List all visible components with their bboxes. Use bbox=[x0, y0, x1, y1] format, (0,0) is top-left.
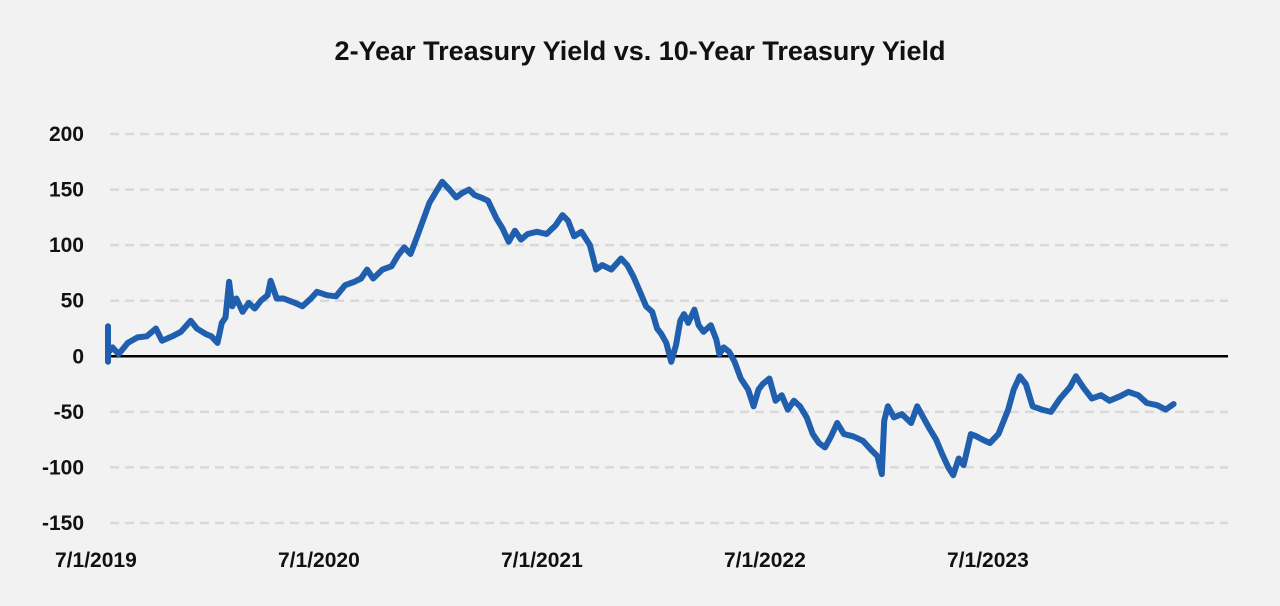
y-axis-tick-labels: 200 150 100 50 0 -50 -100 -150 bbox=[42, 123, 84, 535]
x-tick-label: 7/1/2021 bbox=[501, 549, 583, 572]
y-tick-label: -50 bbox=[54, 401, 84, 424]
y-tick-label: -100 bbox=[42, 456, 84, 479]
x-tick-label: 7/1/2019 bbox=[55, 549, 137, 572]
y-tick-label: -150 bbox=[42, 512, 84, 535]
x-axis-tick-labels: 7/1/2019 7/1/2020 7/1/2021 7/1/2022 7/1/2023 bbox=[55, 549, 1029, 572]
y-tick-label: 150 bbox=[49, 179, 84, 202]
x-tick-label: 7/1/2020 bbox=[278, 549, 360, 572]
chart-title: 2-Year Treasury Yield vs. 10-Year Treasu… bbox=[334, 36, 946, 66]
gridlines bbox=[110, 132, 1228, 525]
y-tick-label: 50 bbox=[61, 290, 84, 313]
y-tick-label: 200 bbox=[49, 123, 84, 146]
y-tick-label: 100 bbox=[49, 234, 84, 257]
y-tick-label: 0 bbox=[72, 345, 84, 368]
series-line bbox=[105, 178, 1177, 479]
series-layer bbox=[105, 178, 1177, 479]
x-tick-label: 7/1/2023 bbox=[947, 549, 1029, 572]
x-tick-label: 7/1/2022 bbox=[724, 549, 806, 572]
